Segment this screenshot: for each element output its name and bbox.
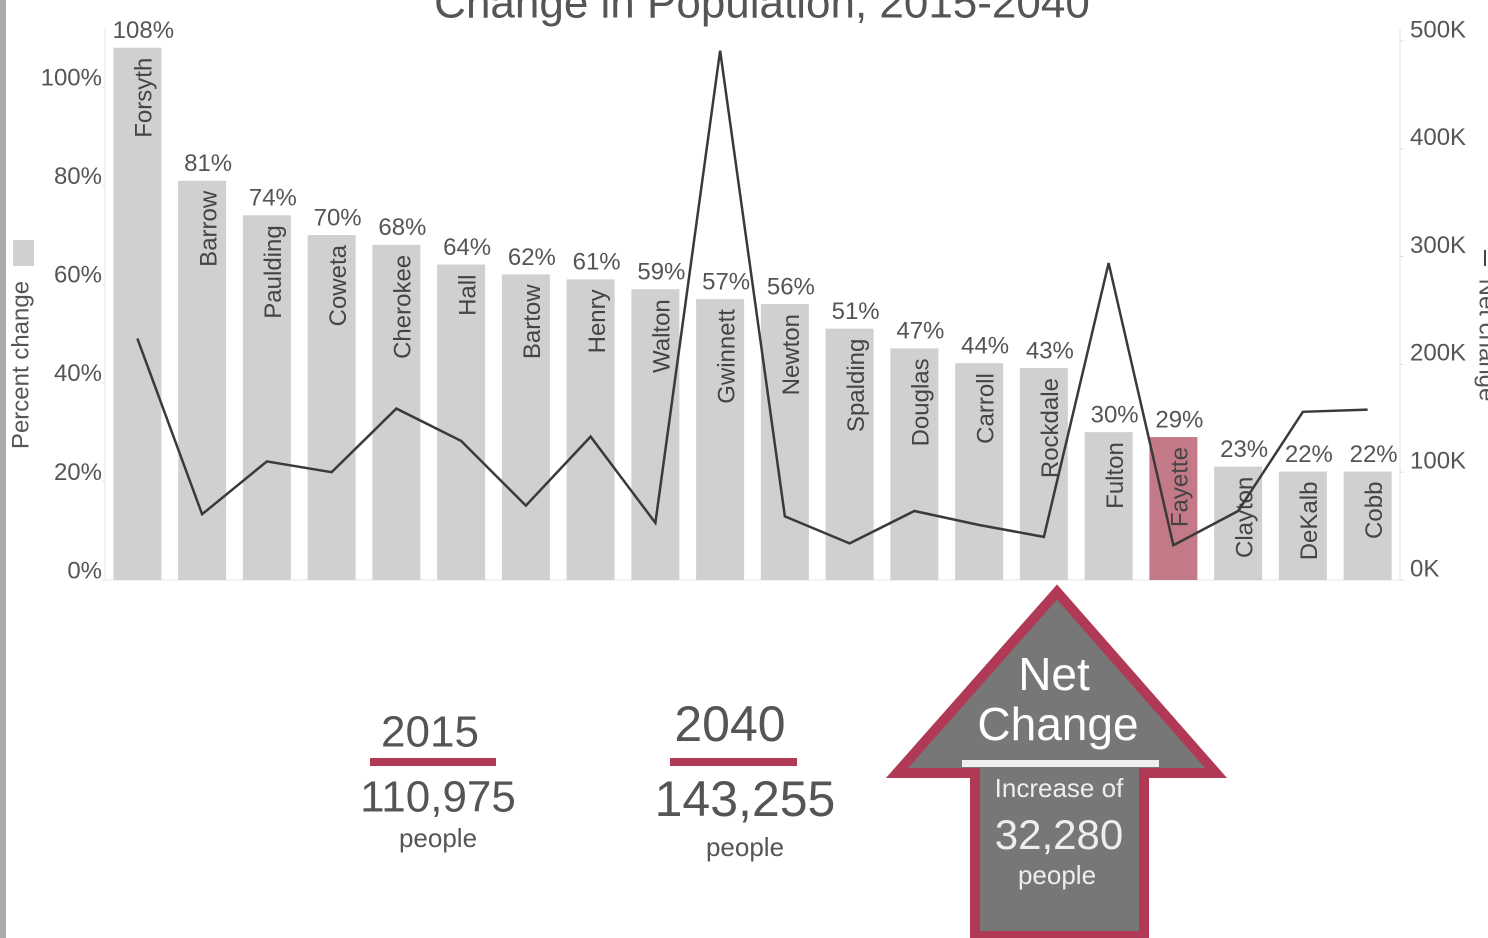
- bar: [825, 328, 874, 580]
- category-label: Cherokee: [390, 255, 417, 359]
- bar: [631, 289, 680, 580]
- category-label: Paulding: [260, 225, 287, 318]
- chart-title: Change in Population, 2015-2040: [434, 0, 1090, 28]
- net-unit: people: [1018, 860, 1096, 890]
- y-tick-label: 40%: [54, 360, 102, 387]
- y-tick-label: 20%: [54, 459, 102, 486]
- value-label: 108%: [113, 17, 174, 44]
- value-label: 68%: [378, 214, 426, 241]
- value-label: 51%: [832, 298, 880, 325]
- net-value: 32,280: [995, 811, 1123, 858]
- y2-tick-label: 200K: [1410, 340, 1466, 367]
- category-label: Fayette: [1167, 447, 1194, 527]
- value-label: 64%: [443, 234, 491, 261]
- value-label: 47%: [896, 318, 944, 345]
- value-label: 23%: [1220, 436, 1268, 463]
- value-label: 62%: [508, 244, 556, 271]
- category-label: Henry: [584, 289, 611, 353]
- value-label: 56%: [767, 273, 815, 300]
- y2-axis-label: Net change: [1474, 279, 1488, 402]
- bar: [501, 274, 550, 580]
- y-tick-label: 100%: [41, 64, 102, 91]
- start-year: 2015: [381, 708, 479, 757]
- category-label: Newton: [778, 314, 805, 395]
- category-label: Rockdale: [1037, 378, 1064, 478]
- bar: [566, 279, 615, 580]
- category-label: Barrow: [195, 190, 222, 267]
- value-label: 70%: [314, 204, 362, 231]
- value-label: 30%: [1091, 401, 1139, 428]
- value-label: 29%: [1155, 406, 1203, 433]
- bar: [1149, 437, 1198, 580]
- value-label: 74%: [249, 185, 297, 212]
- bar: [372, 244, 421, 580]
- net-caption: Increase of: [995, 773, 1124, 803]
- category-label: Spalding: [843, 339, 870, 432]
- category-label: Fulton: [1102, 442, 1129, 509]
- category-label: Walton: [649, 299, 676, 373]
- end-year: 2040: [674, 696, 785, 752]
- bar: [1343, 471, 1392, 580]
- category-label: Gwinnett: [713, 309, 740, 404]
- category-label: Douglas: [908, 358, 935, 446]
- bar: [437, 264, 486, 580]
- start-underline: [370, 758, 496, 766]
- y2-tick-label: 0K: [1410, 555, 1439, 582]
- bar: [760, 304, 809, 580]
- end-unit: people: [706, 832, 784, 862]
- net-title-1: Net: [1018, 648, 1090, 700]
- line: [136, 50, 1368, 548]
- bar: [242, 215, 291, 581]
- y-tick-label: 0%: [67, 557, 102, 584]
- y2-tick-label: 500K: [1410, 16, 1466, 43]
- value-label: 81%: [184, 150, 232, 177]
- y-tick-label: 80%: [54, 163, 102, 190]
- y2-tick-label: 400K: [1410, 124, 1466, 151]
- value-label: 61%: [573, 249, 621, 276]
- bar: [307, 235, 356, 580]
- value-label: 22%: [1285, 441, 1333, 468]
- bar: [696, 299, 745, 580]
- y-axis-label: Percent change: [7, 281, 34, 449]
- category-label: Cobb: [1361, 482, 1388, 539]
- y2-tick-label: 100K: [1410, 448, 1466, 475]
- frame-edge: [0, 0, 6, 938]
- category-label: Clayton: [1231, 477, 1258, 558]
- y2-tick-label: 300K: [1410, 232, 1466, 259]
- legend-swatch: [13, 240, 34, 266]
- category-label: Coweta: [325, 244, 352, 326]
- end-value: 143,255: [655, 771, 836, 827]
- value-label: 22%: [1350, 441, 1398, 468]
- y-tick-label: 60%: [54, 262, 102, 289]
- value-label: 57%: [702, 268, 750, 295]
- net-title-2: Change: [977, 698, 1138, 750]
- value-label: 43%: [1026, 337, 1074, 364]
- value-label: 59%: [637, 259, 685, 286]
- bar: [890, 348, 939, 580]
- end-underline: [670, 758, 797, 766]
- category-label: Forsyth: [131, 58, 158, 138]
- value-label: 44%: [961, 332, 1009, 359]
- net-underline: [962, 760, 1159, 767]
- category-label: Hall: [454, 275, 481, 316]
- start-value: 110,975: [360, 773, 516, 822]
- category-label: Bartow: [519, 284, 546, 359]
- bar: [1278, 471, 1327, 580]
- bar: [113, 47, 162, 580]
- bar: [1084, 432, 1133, 580]
- category-label: DeKalb: [1296, 482, 1323, 561]
- category-label: Carroll: [972, 373, 999, 444]
- bar: [955, 363, 1004, 580]
- start-unit: people: [399, 823, 477, 853]
